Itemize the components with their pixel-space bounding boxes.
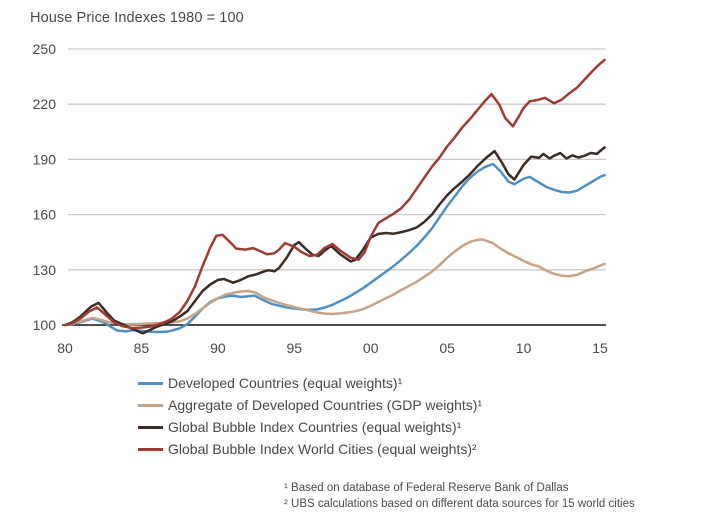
- footnote-2: ² UBS calculations based on different da…: [284, 498, 635, 510]
- y-tick-label-160: 160: [33, 207, 57, 223]
- legend-label: Global Bubble Index World Cities (equal …: [168, 441, 477, 457]
- y-tick-label-100: 100: [33, 317, 57, 333]
- legend-label: Aggregate of Developed Countries (GDP we…: [168, 397, 483, 413]
- x-tick-label-85: 85: [134, 340, 150, 356]
- x-tick-label-00: 00: [363, 340, 379, 356]
- series-line-developed-countries-equal-weights-: [63, 162, 606, 334]
- legend-item: Global Bubble Index Countries (equal wei…: [138, 416, 482, 438]
- chart-footnotes: ¹ Based on database of Federal Reserve B…: [284, 480, 635, 512]
- y-tick-label-130: 130: [33, 262, 57, 278]
- x-tick-label-05: 05: [439, 340, 455, 356]
- x-tick-label-10: 10: [516, 340, 532, 356]
- series-line-global-bubble-index-countries-equal-weights-: [63, 146, 606, 335]
- legend-item: Aggregate of Developed Countries (GDP we…: [138, 394, 482, 416]
- house-price-index-chart: 100 130 160 190 220 250 80 85 90 95 00 05 10 15: [33, 41, 608, 356]
- legend-swatch: [138, 447, 163, 451]
- y-tick-label-220: 220: [33, 96, 57, 112]
- series-line-global-bubble-index-world-cities-equal-weights-: [63, 58, 606, 330]
- x-tick-label-15: 15: [592, 340, 608, 356]
- footnote-1: ¹ Based on database of Federal Reserve B…: [284, 482, 569, 494]
- legend-label: Developed Countries (equal weights)¹: [168, 375, 403, 391]
- series-line-aggregate-of-developed-countries-gdp-weights-: [63, 238, 606, 327]
- legend-label: Global Bubble Index Countries (equal wei…: [168, 419, 462, 435]
- x-tick-label-80: 80: [57, 340, 73, 356]
- y-tick-label-190: 190: [33, 151, 57, 167]
- x-tick-label-95: 95: [286, 340, 302, 356]
- legend-swatch: [138, 381, 163, 385]
- chart-legend: Developed Countries (equal weights)¹ Aggr…: [138, 372, 482, 460]
- legend-swatch: [138, 425, 163, 429]
- legend-item: Developed Countries (equal weights)¹: [138, 372, 482, 394]
- legend-item: Global Bubble Index World Cities (equal …: [138, 438, 482, 460]
- chart-title: House Price Indexes 1980 = 100: [30, 10, 244, 26]
- x-tick-label-90: 90: [210, 340, 226, 356]
- y-tick-label-250: 250: [33, 41, 57, 57]
- legend-swatch: [138, 403, 163, 407]
